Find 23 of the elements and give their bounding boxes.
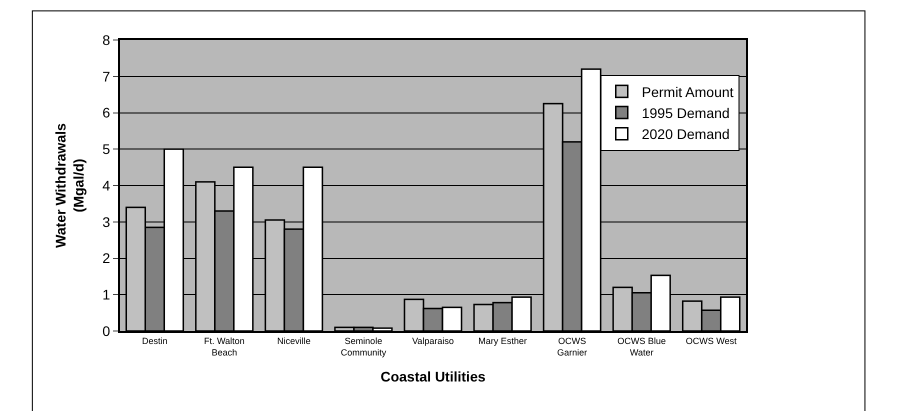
x-tick-label: OCWS Blue Water [617,336,666,358]
x-tick-label: Ft. Walton Beach [204,336,245,358]
y-tick-label: 7 [102,68,110,84]
x-tick-label: Seminole Community [340,336,387,358]
x-tick-label: OCWS Garnier [557,336,588,358]
y-tick-label: 4 [102,177,110,194]
x-tick-label: OCWS West [686,336,738,346]
y-tick-label: 8 [102,32,110,48]
legend-label: 2020 Demand [642,126,730,142]
y-tick-label: 0 [102,322,110,339]
x-tick-label: Destin [142,336,168,346]
y-tick-label: 5 [102,141,110,158]
y-axis-title: Water Withdrawals (Mgal/d) [52,122,87,248]
y-tick-label: 2 [102,250,110,266]
y-tick-label: 3 [102,214,110,230]
x-tick-label: Valparaiso [412,336,454,346]
y-tick-label: 1 [102,286,110,303]
x-tick-label: Niceville [277,336,311,346]
y-tick-label: 6 [102,104,110,121]
legend-label: Permit Amount [642,84,734,100]
x-tick-label: Mary Esther [478,336,527,346]
x-axis-title: Coastal Utilities [380,368,486,384]
legend-label: 1995 Demand [642,105,730,122]
